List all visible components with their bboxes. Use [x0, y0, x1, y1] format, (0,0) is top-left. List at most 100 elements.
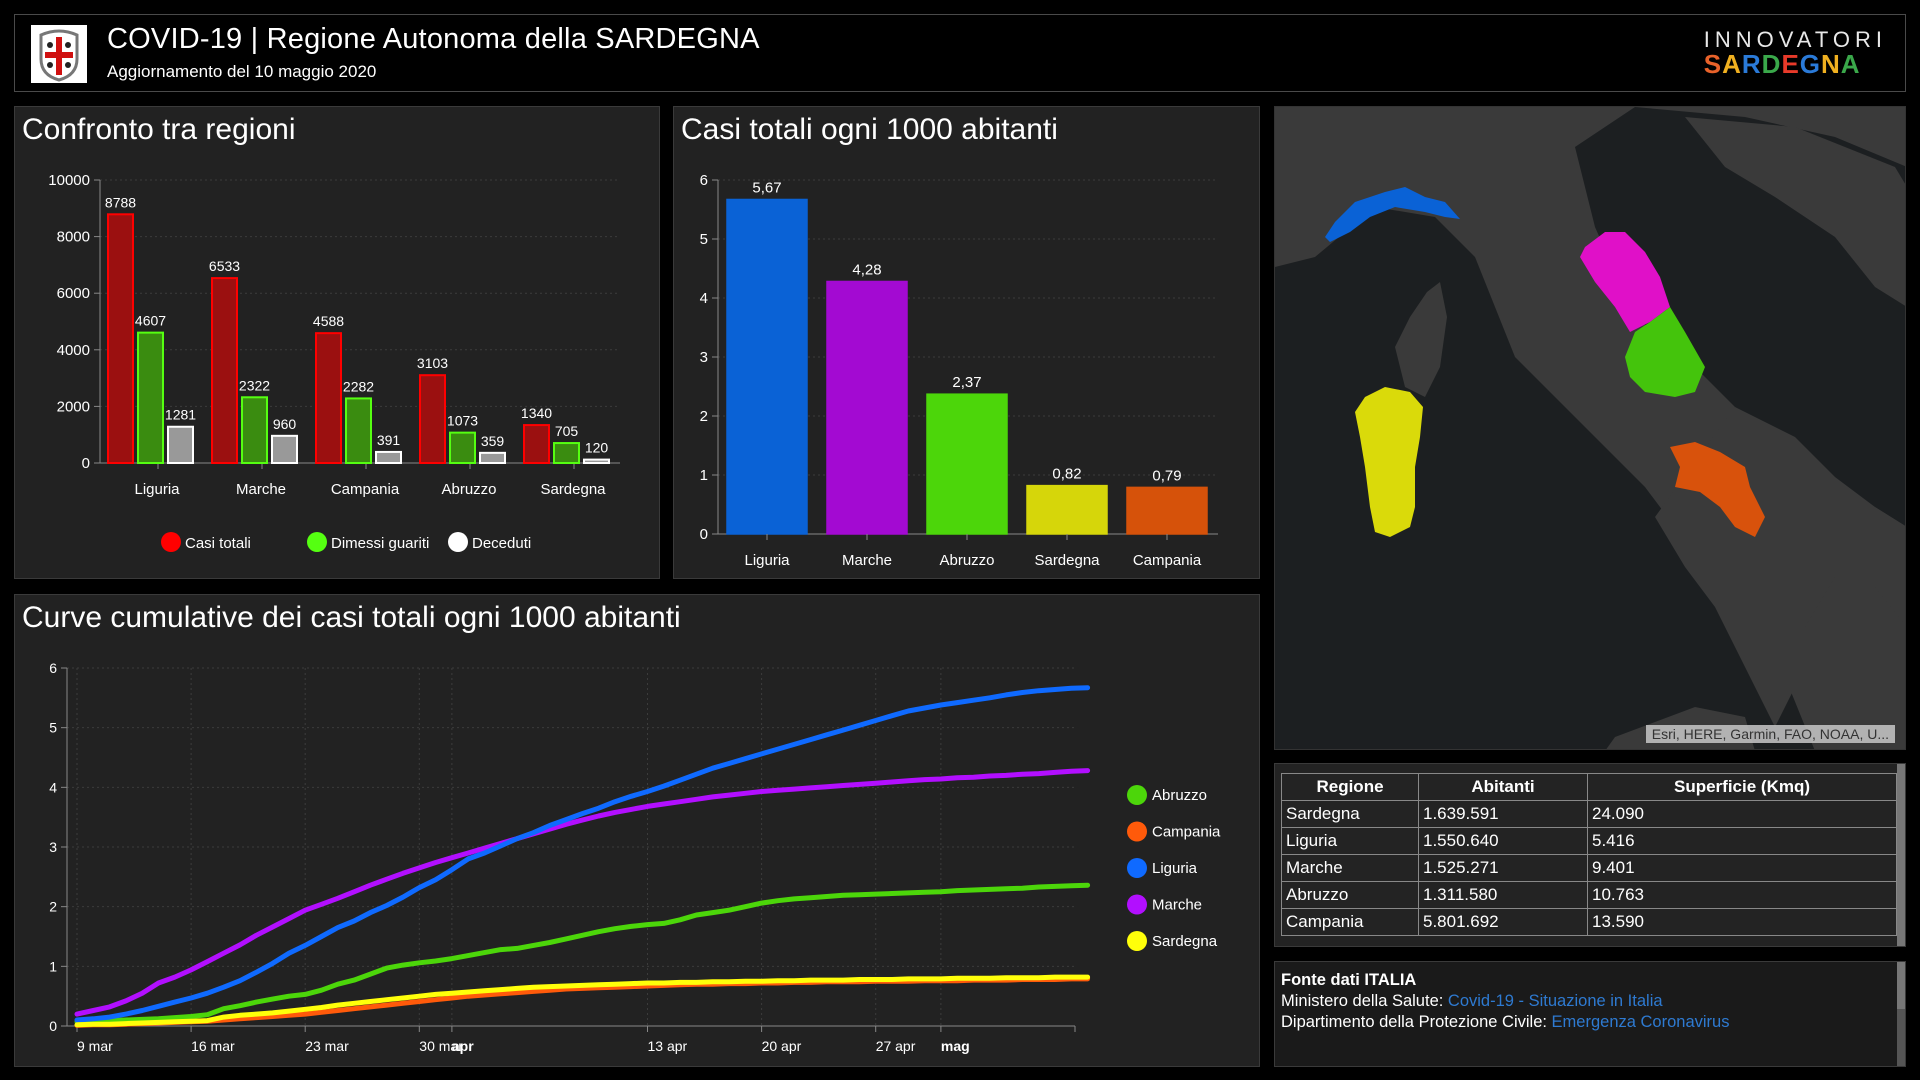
y-tick-label: 3 [49, 839, 57, 855]
x-tick-label: Liguria [134, 481, 180, 498]
line-sardegna [74, 974, 1091, 1028]
x-tick-label: Sardegna [540, 481, 606, 498]
line-liguria [74, 685, 1091, 1023]
bar-liguria [726, 198, 808, 535]
y-tick-label: 8000 [57, 229, 90, 246]
bar-dimessi-guariti [449, 431, 476, 464]
bar-value-label: 1281 [165, 407, 196, 423]
x-tick-label: Marche [842, 552, 892, 569]
source-scrollbar-thumb[interactable] [1897, 962, 1905, 1009]
source-line-ministry: Ministero della Salute: Covid-19 - Situa… [1281, 991, 1729, 1012]
bar-casi-totali [419, 374, 446, 464]
y-tick-label: 2000 [57, 398, 90, 415]
map-corsica [1395, 282, 1447, 397]
map-region-campania[interactable] [1670, 442, 1765, 537]
y-tick-label: 6 [700, 172, 708, 189]
data-source-panel: Fonte dati ITALIA Ministero della Salute… [1274, 961, 1906, 1067]
x-tick-label: apr [452, 1038, 474, 1054]
map-region-marche[interactable] [1580, 232, 1670, 332]
y-tick-label: 10000 [48, 172, 90, 189]
y-tick-label: 0 [82, 455, 90, 472]
update-date: Aggiornamento del 10 maggio 2020 [107, 62, 377, 81]
bar-dimessi-guariti [345, 397, 372, 464]
legend-label: Liguria [1152, 860, 1198, 877]
table-scrollbar[interactable] [1897, 764, 1905, 946]
cell-region: Liguria [1281, 827, 1419, 855]
legend-label: Campania [1152, 824, 1221, 841]
y-tick-label: 5 [49, 720, 57, 736]
legend-dot-liguria [1127, 858, 1147, 878]
y-tick-label: 0 [49, 1018, 57, 1034]
x-tick-label: 16 mar [191, 1038, 235, 1054]
compare-title: Confronto tra regioni [22, 113, 296, 146]
col-header-population[interactable]: Abitanti [1418, 773, 1588, 801]
legend-dot-sardegna [1127, 931, 1147, 951]
bar-value-label: 0,82 [1052, 466, 1081, 483]
col-header-region[interactable]: Regione [1281, 773, 1419, 801]
table-row[interactable]: Campania 5.801.692 13.590 [1281, 908, 1897, 936]
bar-value-label: 705 [555, 423, 579, 439]
brand-letter: N [1821, 49, 1841, 79]
cell-region: Sardegna [1281, 800, 1419, 828]
civil-protection-link[interactable]: Emergenza Coronavirus [1551, 1013, 1730, 1031]
bar-value-label: 2282 [343, 378, 374, 394]
bar-dimessi-guariti [241, 396, 268, 465]
x-tick-label: Abruzzo [441, 481, 496, 498]
civil-protection-label: Dipartimento della Protezione Civile: [1281, 1013, 1552, 1031]
brand-letter: R [1741, 49, 1762, 79]
y-tick-label: 4 [49, 779, 57, 795]
y-tick-label: 1 [700, 467, 708, 484]
y-tick-label: 6 [49, 660, 57, 676]
map-attribution[interactable]: Esri, HERE, Garmin, FAO, NOAA, U... [1645, 725, 1895, 743]
x-tick-label: Sardegna [1034, 552, 1100, 569]
brand-letter: G [1799, 49, 1822, 79]
map-region-abruzzo[interactable] [1625, 307, 1705, 397]
table-row[interactable]: Sardegna 1.639.591 24.090 [1281, 800, 1897, 828]
bar-value-label: 8788 [105, 194, 136, 210]
page-title: COVID-19 | Regione Autonoma della SARDEG… [107, 23, 760, 55]
map-canvas[interactable] [1275, 107, 1906, 750]
map-region-liguria[interactable] [1325, 187, 1460, 242]
cell-area: 9.401 [1587, 854, 1897, 882]
bar-value-label: 4,28 [852, 261, 881, 278]
bar-value-label: 391 [377, 432, 401, 448]
table-row[interactable]: Marche 1.525.271 9.401 [1281, 854, 1897, 882]
bar-value-label: 1073 [447, 413, 478, 429]
source-scrollbar[interactable] [1897, 962, 1905, 1066]
col-header-area[interactable]: Superficie (Kmq) [1587, 773, 1897, 801]
y-tick-label: 4000 [57, 342, 90, 359]
cell-population: 1.525.271 [1418, 854, 1588, 882]
bar-casi-totali [315, 332, 342, 464]
y-tick-label: 6000 [57, 285, 90, 302]
table-scrollbar-thumb[interactable] [1897, 764, 1905, 946]
y-tick-label: 3 [700, 349, 708, 366]
source-heading: Fonte dati ITALIA [1281, 971, 1417, 989]
legend-label: Marche [1152, 897, 1202, 914]
sardinia-coat-of-arms-icon [31, 25, 87, 83]
map-region-sardegna[interactable] [1355, 387, 1423, 537]
per1000-title: Casi totali ogni 1000 abitanti [681, 113, 1058, 146]
per1000-chart: 0 1 2 3 4 5 6 5,67 Liguria 4,28 Marche 2,37 Abruzzo 0… [700, 172, 1218, 569]
ministry-link[interactable]: Covid-19 - Situazione in Italia [1447, 992, 1663, 1010]
brand-letter: D [1761, 49, 1782, 79]
bar-value-label: 5,67 [752, 179, 781, 196]
table-row[interactable]: Abruzzo 1.311.580 10.763 [1281, 881, 1897, 909]
legend-dot-deceduti [448, 532, 468, 552]
table-row[interactable]: Liguria 1.550.640 5.416 [1281, 827, 1897, 855]
x-tick-label: 9 mar [77, 1038, 113, 1054]
regions-map[interactable]: Esri, HERE, Garmin, FAO, NOAA, U... [1274, 106, 1906, 750]
bar-casi-totali [107, 213, 134, 464]
cell-population: 1.639.591 [1418, 800, 1588, 828]
line-abruzzo [74, 882, 1091, 1025]
x-tick-label: 20 apr [762, 1038, 802, 1054]
legend-label: Deceduti [472, 535, 531, 552]
x-tick-label: Marche [236, 481, 286, 498]
bar-value-label: 3103 [417, 355, 448, 371]
x-tick-label: Abruzzo [939, 552, 994, 569]
legend-dot-marche [1127, 894, 1147, 915]
bar-value-label: 2,37 [952, 374, 981, 391]
cell-region: Campania [1281, 908, 1419, 936]
bar-value-label: 1340 [521, 405, 552, 421]
y-tick-label: 2 [700, 408, 708, 425]
bar-deceduti [375, 450, 402, 464]
